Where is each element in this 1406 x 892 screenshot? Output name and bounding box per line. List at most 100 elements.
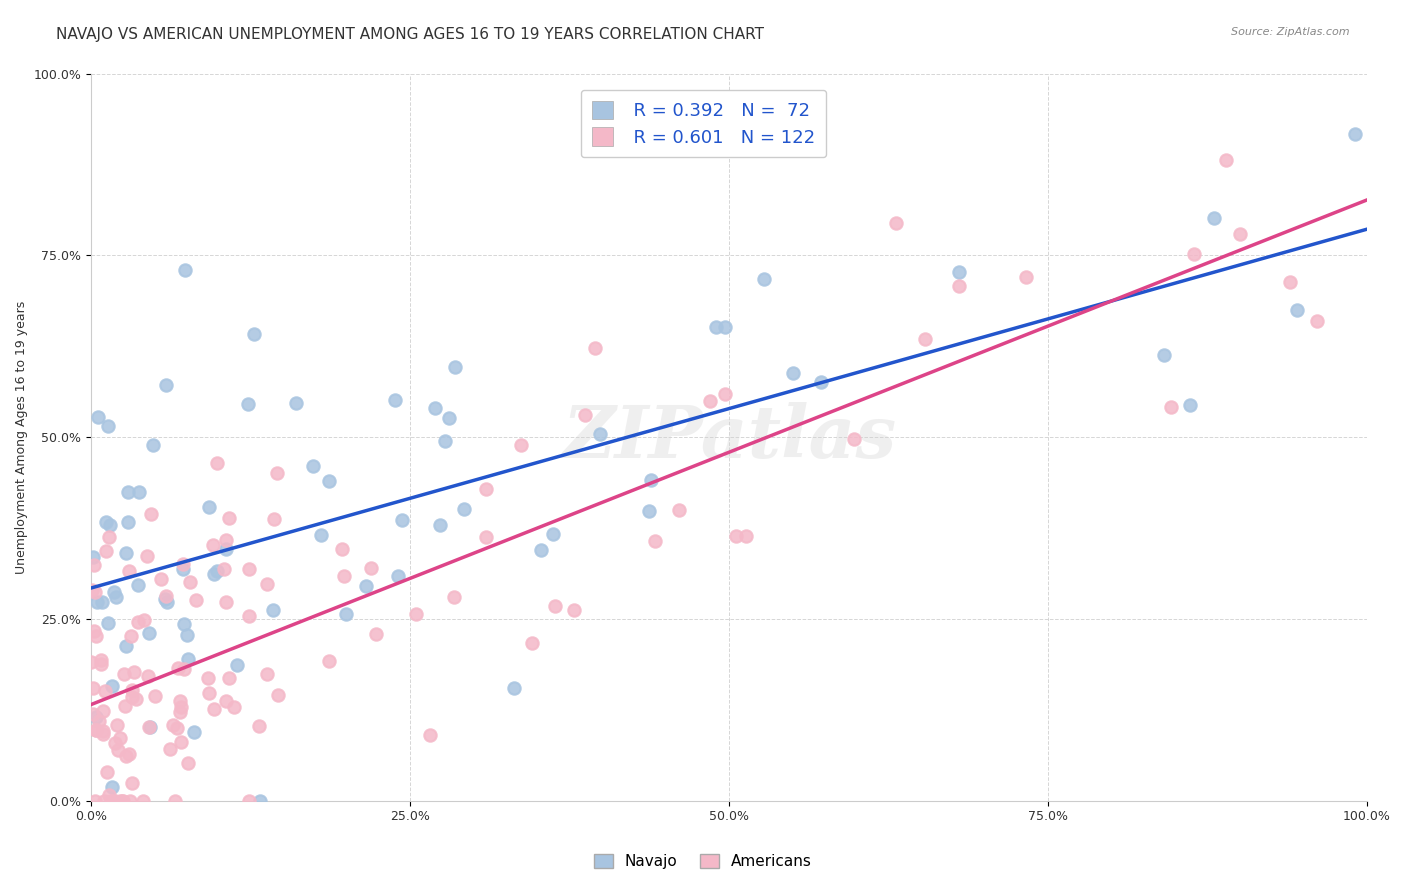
Point	[105, 718, 128, 732]
Point	[115, 640, 138, 654]
Point	[443, 590, 465, 604]
Point	[238, 608, 260, 623]
Point	[97, 615, 120, 630]
Point	[1204, 211, 1226, 225]
Point	[638, 503, 661, 517]
Point	[122, 665, 145, 680]
Point	[207, 456, 229, 470]
Point	[136, 549, 159, 563]
Point	[165, 794, 187, 808]
Point	[86, 595, 108, 609]
Point	[82, 681, 104, 696]
Point	[335, 607, 357, 621]
Point	[162, 718, 184, 732]
Point	[155, 589, 177, 603]
Point	[115, 546, 138, 560]
Point	[93, 794, 115, 808]
Point	[89, 657, 111, 672]
Point	[82, 550, 104, 565]
Point	[159, 741, 181, 756]
Point	[704, 319, 727, 334]
Point	[108, 731, 131, 746]
Point	[112, 794, 135, 808]
Point	[699, 394, 721, 409]
Legend:   R = 0.392   N =  72,   R = 0.601   N = 122: R = 0.392 N = 72, R = 0.601 N = 122	[581, 90, 827, 157]
Point	[1229, 227, 1251, 242]
Text: ZIPatlas: ZIPatlas	[562, 401, 896, 473]
Point	[391, 513, 413, 527]
Point	[714, 320, 737, 334]
Point	[107, 742, 129, 756]
Point	[118, 747, 141, 761]
Point	[520, 636, 543, 650]
Point	[104, 794, 127, 808]
Point	[330, 541, 353, 556]
Point	[169, 694, 191, 708]
Point	[503, 681, 526, 695]
Point	[94, 544, 117, 558]
Point	[754, 272, 776, 286]
Point	[562, 603, 585, 617]
Point	[360, 560, 382, 574]
Point	[256, 667, 278, 681]
Point	[94, 684, 117, 698]
Point	[419, 728, 441, 742]
Point	[1015, 269, 1038, 284]
Point	[1306, 314, 1329, 328]
Point	[256, 577, 278, 591]
Point	[202, 702, 225, 716]
Point	[215, 533, 238, 548]
Point	[179, 575, 201, 590]
Point	[574, 409, 596, 423]
Point	[1182, 246, 1205, 260]
Point	[644, 534, 666, 549]
Point	[425, 401, 447, 416]
Point	[222, 700, 245, 714]
Point	[541, 526, 564, 541]
Point	[121, 775, 143, 789]
Point	[267, 688, 290, 702]
Point	[247, 719, 270, 733]
Point	[169, 705, 191, 719]
Point	[218, 671, 240, 685]
Point	[1215, 153, 1237, 167]
Point	[263, 512, 285, 526]
Point	[215, 595, 238, 609]
Point	[97, 419, 120, 434]
Point	[318, 654, 340, 668]
Point	[172, 562, 194, 576]
Point	[249, 794, 271, 808]
Point	[127, 577, 149, 591]
Point	[429, 518, 451, 533]
Point	[318, 474, 340, 488]
Point	[166, 721, 188, 735]
Point	[640, 473, 662, 487]
Point	[197, 671, 219, 685]
Point	[117, 515, 139, 529]
Point	[842, 432, 865, 446]
Point	[948, 265, 970, 279]
Point	[212, 562, 235, 576]
Point	[84, 723, 107, 738]
Point	[948, 279, 970, 293]
Point	[128, 484, 150, 499]
Point	[285, 396, 308, 410]
Point	[100, 794, 122, 808]
Point	[97, 530, 120, 544]
Point	[453, 502, 475, 516]
Point	[156, 595, 179, 609]
Point	[120, 794, 142, 808]
Point	[1344, 127, 1367, 141]
Point	[302, 458, 325, 473]
Point	[583, 341, 606, 355]
Point	[153, 591, 176, 606]
Point	[174, 263, 197, 277]
Point	[110, 794, 132, 808]
Y-axis label: Unemployment Among Ages 16 to 19 years: Unemployment Among Ages 16 to 19 years	[15, 301, 28, 574]
Point	[529, 543, 551, 558]
Point	[139, 508, 162, 522]
Point	[103, 585, 125, 599]
Point	[238, 794, 260, 808]
Point	[83, 558, 105, 572]
Point	[120, 629, 142, 643]
